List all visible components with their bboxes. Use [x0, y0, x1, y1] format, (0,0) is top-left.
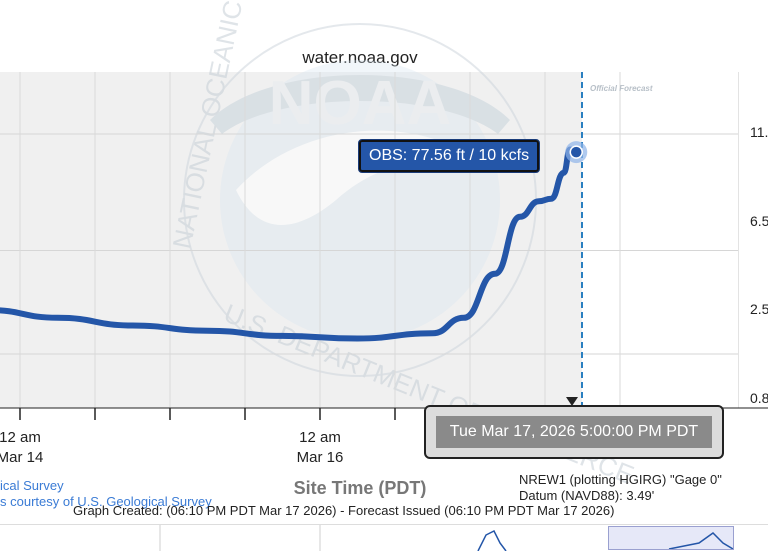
- y-tick-label: 0.8: [750, 390, 768, 406]
- observed-plot-area: [0, 72, 582, 408]
- forecast-plot-area: [582, 72, 738, 408]
- x-tick-label: 12 am Mar 16: [280, 428, 360, 468]
- browser-address-bar[interactable]: water.noaa.gov: [0, 0, 768, 72]
- noaa-wordmark: NOAA: [269, 69, 452, 138]
- time-tooltip: Tue Mar 17, 2026 5:00:00 PM PDT: [424, 405, 724, 459]
- stage-series-line: [0, 146, 580, 342]
- observed-point[interactable]: [569, 145, 583, 159]
- x-tick-date: Mar 14: [0, 449, 44, 466]
- site-id-label: NREW1 (plotting HGIRG) "Gage 0": [519, 472, 722, 487]
- range-navigator[interactable]: [608, 526, 734, 550]
- credit-line-2[interactable]: s courtesy of U.S. Geological Survey: [0, 494, 212, 509]
- x-tick-time: 12 am: [299, 429, 341, 446]
- time-tooltip-pointer: [566, 397, 578, 406]
- x-tick-time: 12 am: [0, 429, 41, 446]
- y-tick-label: 2.5: [750, 301, 768, 317]
- forecast-label: Official Forecast: [590, 84, 653, 93]
- y-tick-label: 6.5: [750, 213, 768, 229]
- observation-tooltip: OBS: 77.56 ft / 10 kcfs: [358, 139, 541, 173]
- secondary-chart-preview: [159, 525, 507, 551]
- navigator-series-line: [668, 532, 734, 550]
- credit-line-1[interactable]: ical Survey: [0, 478, 64, 493]
- range-navigator-preview: [668, 532, 734, 550]
- time-tooltip-text: Tue Mar 17, 2026 5:00:00 PM PDT: [436, 416, 712, 448]
- x-tick-label: 12 am Mar 14: [0, 428, 60, 468]
- y-axis-strip: [738, 72, 768, 408]
- url-text: water.noaa.gov: [302, 48, 418, 67]
- x-tick-date: Mar 16: [296, 449, 344, 466]
- graph-created-text: Graph Created: (06:10 PM PDT Mar 17 2026…: [73, 503, 615, 518]
- datum-label: Datum (NAVD88): 3.49': [519, 488, 655, 503]
- y-tick-label: 11.: [750, 124, 768, 140]
- secondary-series-line: [477, 529, 507, 551]
- gridlines: [0, 72, 738, 408]
- x-axis-title: Site Time (PDT): [293, 478, 427, 498]
